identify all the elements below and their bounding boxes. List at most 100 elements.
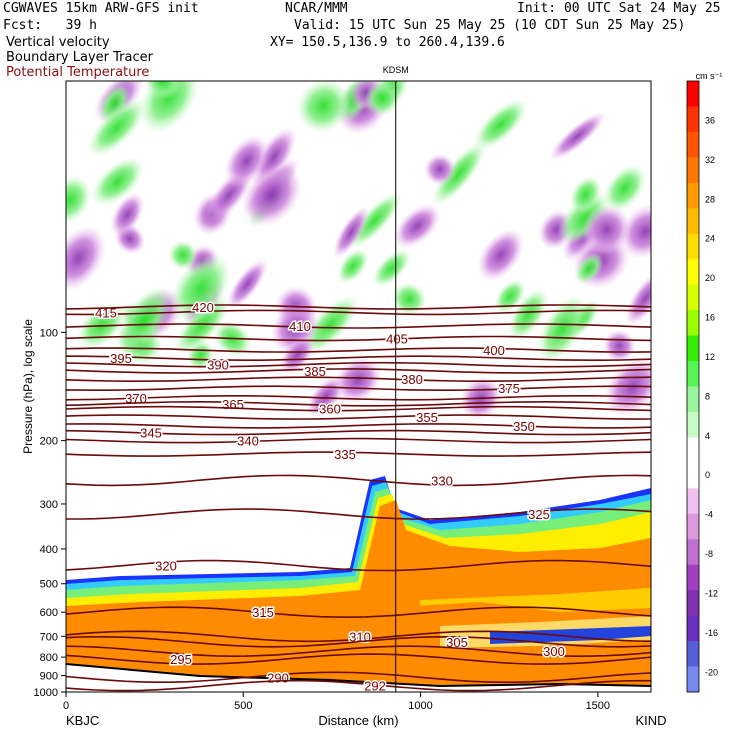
vertical-velocity-cell (66, 225, 106, 291)
vertical-velocity-cell (168, 240, 198, 270)
field-boundary-layer-tracer: Boundary Layer Tracer (6, 50, 153, 65)
vertical-velocity-cell (372, 249, 411, 287)
theta-label: 295 (170, 652, 192, 667)
theta-label: 395 (110, 351, 132, 366)
vertical-velocity-cell (619, 204, 651, 259)
colorbar-swatch (687, 590, 699, 617)
colorbar-swatch (687, 641, 699, 668)
theta-label: 290 (267, 670, 289, 685)
colorbar-swatch (687, 386, 699, 413)
boundary-layer-blue-stripe (490, 626, 651, 644)
colorbar-swatch (687, 488, 699, 515)
theta-contour (65, 414, 652, 420)
colorbar-tick-label: 24 (705, 234, 715, 244)
theta-label: 355 (416, 410, 438, 425)
theta-contour (65, 635, 652, 648)
vertical-velocity-cell (332, 206, 370, 259)
colorbar-tick-label: 20 (705, 273, 715, 283)
theta-contour (65, 679, 651, 692)
vertical-velocity-cell (226, 259, 268, 310)
theta-contour (66, 355, 652, 361)
theta-contour (65, 385, 652, 391)
theta-label: 360 (319, 402, 341, 417)
forecast-hour: Fcst: 39 h (3, 18, 97, 33)
colorbar-tick-label: 12 (705, 352, 715, 362)
field-vertical-velocity: Vertical velocity (6, 35, 110, 50)
colorbar-units: cm s⁻¹ (696, 71, 723, 81)
colorbar-tick-label: -4 (705, 510, 713, 520)
y-tick-label: 400 (40, 544, 58, 556)
cross-section-xy: XY= 150.5,136.9 to 260.4,139.6 (270, 35, 505, 50)
colorbar-swatch (687, 208, 699, 235)
colorbar-swatch (687, 284, 699, 311)
vertical-velocity-cell (337, 248, 369, 284)
theta-label: 340 (237, 434, 259, 449)
theta-contour (65, 400, 652, 407)
y-tick-label: 600 (40, 607, 58, 619)
theta-contour (65, 559, 652, 572)
theta-label: 300 (543, 644, 565, 659)
colorbar-tick-label: -20 (705, 667, 718, 677)
vertical-velocity-cell (549, 111, 606, 161)
colorbar-tick-label: -8 (705, 549, 713, 559)
theta-contour (65, 429, 652, 436)
x-tick-label: 1000 (408, 700, 432, 712)
vertical-velocity-cell (224, 135, 269, 188)
colorbar-tick-label: 32 (705, 155, 715, 165)
colorbar-tick-label: 28 (705, 194, 715, 204)
theta-contour (65, 474, 652, 487)
theta-contour (65, 653, 652, 665)
vertical-velocity-cell (432, 141, 486, 206)
vertical-velocity-cell (110, 192, 145, 237)
y-tick-label: 700 (40, 631, 58, 643)
colorbar-tick-label: 4 (705, 431, 710, 441)
theta-contour (65, 671, 652, 683)
theta-contour (65, 376, 652, 382)
theta-label: 420 (192, 300, 214, 315)
colorbar-tick-label: -16 (705, 628, 718, 638)
colorbar-swatch (687, 335, 699, 362)
colorbar-frame (686, 80, 700, 693)
colorbar-swatch (687, 539, 699, 566)
colorbar-tick-label: 36 (705, 115, 715, 125)
station-label: KDSM (383, 65, 409, 75)
theta-label: 400 (483, 343, 505, 358)
colorbar-tick-label: 0 (705, 470, 710, 480)
theta-label: 305 (446, 635, 468, 650)
theta-label: 320 (155, 559, 177, 574)
theta-label: 410 (289, 319, 311, 334)
colorbar-swatch (687, 310, 699, 337)
theta-contour (65, 645, 652, 658)
plot-frame (65, 80, 652, 693)
theta-contour (66, 508, 652, 520)
theta-contour (65, 304, 652, 310)
field-potential-temperature: Potential Temperature (6, 65, 150, 80)
theta-label: 390 (207, 358, 229, 373)
vertical-velocity-cell (603, 164, 647, 212)
theta-label: 375 (498, 381, 520, 396)
vertical-velocity-cell (91, 157, 144, 206)
colorbar-swatch (687, 666, 699, 693)
vertical-velocity-cell (625, 271, 651, 326)
x-tick-label: 500 (234, 700, 252, 712)
theta-label: 345 (140, 426, 162, 441)
theta-label: 330 (431, 473, 453, 488)
y-tick-label: 100 (40, 327, 58, 339)
y-tick-label: 1000 (34, 687, 58, 699)
x-tick-label: 1500 (586, 700, 610, 712)
x-tick-label: 0 (63, 700, 69, 712)
vertical-velocity-cell (508, 288, 549, 341)
colorbar-swatch (687, 411, 699, 438)
vertical-velocity-cell (364, 81, 400, 117)
theta-contour (65, 347, 652, 353)
vertical-velocity-cell (473, 99, 528, 150)
theta-contour (65, 361, 652, 368)
theta-label: 292 (364, 679, 386, 694)
valid-time: Valid: 15 UTC Sun 25 May 25 (10 CDT Sun … (294, 18, 686, 33)
theta-contour (65, 451, 652, 457)
vertical-velocity-cell (557, 192, 611, 245)
left-endpoint-label: KBJC (66, 713, 99, 728)
vertical-velocity-cell (241, 164, 303, 227)
colorbar-tick-label: 8 (705, 391, 710, 401)
